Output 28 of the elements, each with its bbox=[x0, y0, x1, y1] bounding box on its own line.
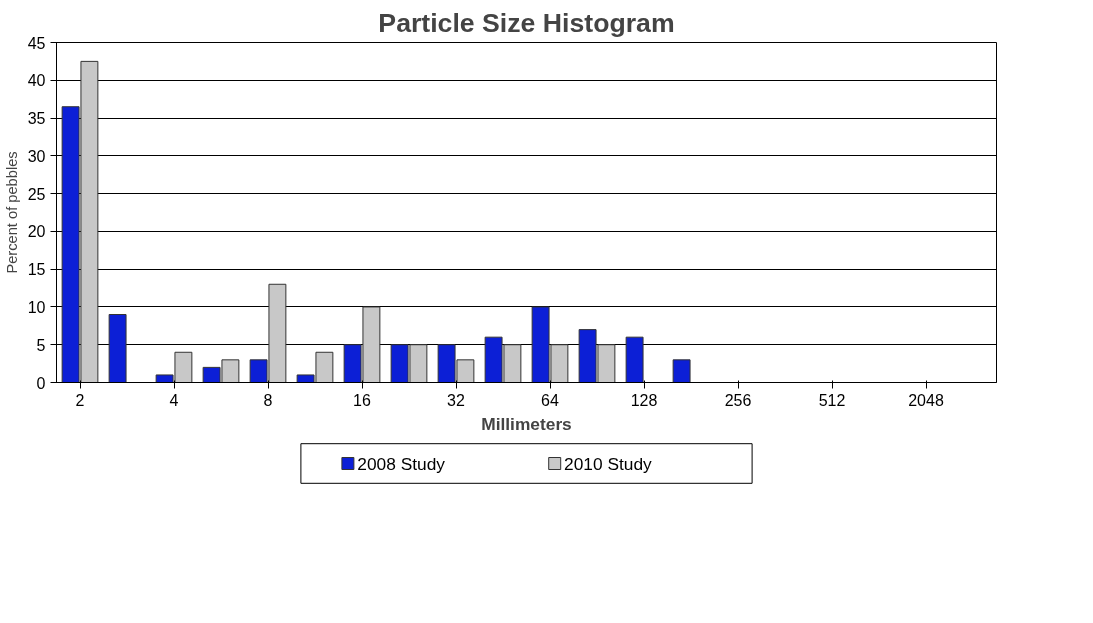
y-tick-label: 0 bbox=[36, 374, 46, 392]
x-tick-label: 4 bbox=[169, 391, 179, 409]
chart-title: Particle Size Histogram bbox=[378, 7, 675, 38]
y-tick-label: 35 bbox=[27, 110, 46, 128]
y-tick-label: 30 bbox=[27, 147, 46, 165]
x-tick-label: 2 bbox=[75, 391, 85, 409]
bar bbox=[672, 359, 691, 383]
x-tick-label: 64 bbox=[541, 391, 559, 409]
bar bbox=[108, 314, 127, 383]
x-tick-label: 512 bbox=[818, 391, 846, 409]
x-tick-label: 8 bbox=[263, 391, 273, 409]
y-tick-label: 5 bbox=[36, 336, 46, 354]
legend-label: 2010 Study bbox=[564, 453, 653, 474]
x-tick-label: 256 bbox=[724, 391, 752, 409]
y-tick-label: 15 bbox=[27, 261, 46, 279]
y-tick-label: 45 bbox=[27, 34, 46, 52]
y-tick-label: 40 bbox=[27, 72, 46, 90]
x-tick-label: 32 bbox=[447, 391, 465, 409]
x-axis-title: Millimeters bbox=[481, 413, 572, 434]
x-tick-label: 2048 bbox=[908, 391, 944, 409]
x-tick-label: 128 bbox=[630, 391, 658, 409]
bar bbox=[625, 336, 644, 383]
x-tick-label: 16 bbox=[353, 391, 371, 409]
y-axis-title: Percent of pebbles bbox=[3, 151, 20, 274]
y-tick-label: 20 bbox=[27, 223, 46, 241]
legend-label: 2008 Study bbox=[357, 453, 446, 474]
y-tick-label: 25 bbox=[27, 185, 46, 203]
y-tick-label: 10 bbox=[27, 298, 46, 316]
